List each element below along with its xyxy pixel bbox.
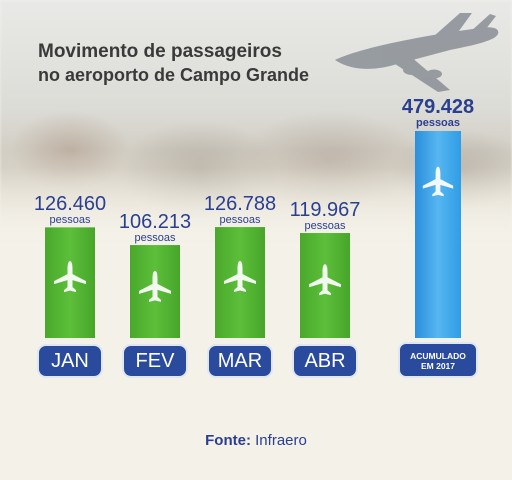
data-label-mar: 126.788 bbox=[203, 193, 277, 216]
airplane-icon bbox=[422, 166, 454, 197]
data-label-jan: 126.460 bbox=[33, 193, 107, 216]
airplane-icon bbox=[309, 264, 341, 296]
tick-label-fev: FEV bbox=[124, 346, 186, 376]
unit-label-mar: pessoas bbox=[219, 214, 261, 227]
source-label: Fonte: bbox=[205, 432, 251, 449]
data-label-fev: 106.213 bbox=[118, 211, 192, 234]
chart-title: Movimento de passageiros bbox=[38, 41, 282, 62]
bar-accumulated bbox=[415, 131, 461, 338]
chart-subtitle: no aeroporto de Campo Grande bbox=[38, 65, 310, 85]
airplane-icon bbox=[224, 260, 256, 292]
accumulated-label-line2: EM 2017 bbox=[420, 361, 456, 371]
sky-airplane-icon bbox=[335, 13, 499, 92]
tick-label-jan: JAN bbox=[39, 346, 101, 376]
unit-label-abr: pessoas bbox=[304, 220, 346, 233]
accumulated-label: ACUMULADO EM 2017 bbox=[400, 344, 476, 376]
source-value: Infraero bbox=[255, 432, 307, 449]
source-note: Fonte: Infraero bbox=[0, 432, 512, 449]
airplane-icon bbox=[54, 261, 86, 293]
airplane-icon bbox=[139, 270, 171, 302]
unit-label-fev: pessoas bbox=[134, 232, 176, 245]
data-label-accumulated: 479.428 bbox=[401, 96, 475, 118]
data-label-abr: 119.967 bbox=[289, 199, 361, 222]
tick-label-mar: MAR bbox=[209, 346, 271, 376]
unit-label-accumulated: pessoas bbox=[415, 117, 461, 129]
unit-label-jan: pessoas bbox=[49, 214, 91, 227]
tick-label-abr: ABR bbox=[294, 346, 356, 376]
accumulated-label-line1: ACUMULADO bbox=[410, 351, 466, 361]
